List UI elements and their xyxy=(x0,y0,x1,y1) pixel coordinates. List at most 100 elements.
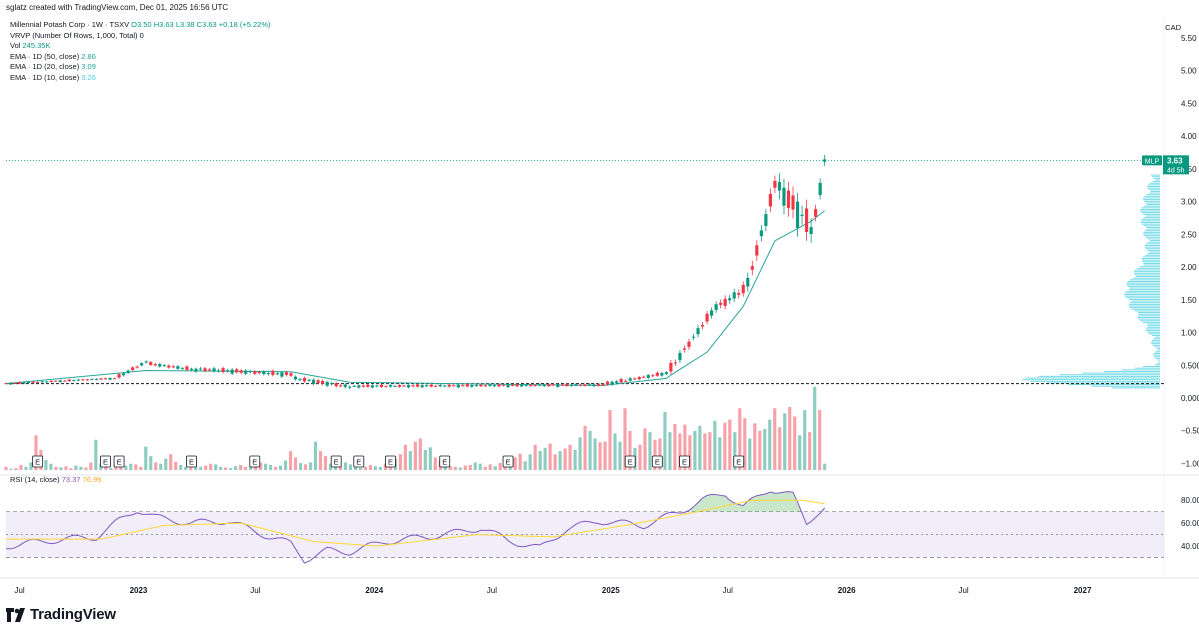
volume-bar xyxy=(189,467,193,470)
candle-body xyxy=(153,364,157,366)
rsi-overbought-fill xyxy=(707,494,712,512)
candle-body xyxy=(180,368,184,370)
ema10-value: 3.26 xyxy=(81,72,96,82)
vrvp-row xyxy=(1148,189,1160,191)
earnings-marker-label: E xyxy=(628,458,633,467)
volume-bar xyxy=(738,408,742,470)
volume-bar xyxy=(563,448,567,470)
vrvp-row xyxy=(1151,176,1160,178)
candle-body xyxy=(465,384,469,387)
candle-body xyxy=(678,352,682,361)
horizontal-line[interactable] xyxy=(6,159,1164,385)
volume-bar xyxy=(174,461,178,470)
volume-bar xyxy=(673,423,677,470)
vrvp-row xyxy=(1147,238,1160,240)
candle-body xyxy=(171,366,175,368)
volume-bar xyxy=(363,466,368,470)
volume-label: Vol xyxy=(10,41,21,50)
vrvp-row xyxy=(1022,379,1160,381)
candle-body xyxy=(768,193,772,207)
vrvp-row xyxy=(1138,312,1160,314)
candle-body xyxy=(207,369,212,371)
rsi-overbought-fill xyxy=(770,492,775,512)
candle-body xyxy=(700,325,705,327)
ema20-legend-row[interactable]: EMA · 1D (20, close) 3.09 xyxy=(10,62,271,73)
rsi-legend[interactable]: RSI (14, close) 73.37 76.99 xyxy=(10,475,101,484)
vrvp-row xyxy=(1142,261,1160,263)
candle-body xyxy=(719,302,723,305)
volume-bar xyxy=(548,443,552,470)
candle-body xyxy=(533,384,537,386)
vrvp-row xyxy=(1141,207,1160,209)
candle-body xyxy=(131,367,135,371)
vrvp-row xyxy=(1129,279,1160,281)
volume-legend-row[interactable]: Vol 245.35K xyxy=(10,41,271,52)
vrvp-row xyxy=(1157,348,1160,350)
vrvp-row xyxy=(1153,177,1160,179)
volume-bar xyxy=(538,451,542,470)
rsi-axis[interactable]: 80.00 60.00 40.00 xyxy=(1181,496,1199,551)
vrvp-row xyxy=(1140,222,1160,224)
vrvp-row xyxy=(1146,226,1160,228)
vrvp-legend-row[interactable]: VRVP (Number Of Rows, 1,000, Total) 0 xyxy=(10,31,271,42)
candle-body xyxy=(271,370,275,376)
candle-body xyxy=(814,209,818,217)
volume-bar xyxy=(618,441,622,470)
vrvp-row xyxy=(1151,343,1160,345)
price-axis[interactable]: 5.50 5.00 4.50 4.00 3.50 3.00 2.50 2.00 1.50 1.00… xyxy=(1181,34,1199,469)
candle-body xyxy=(94,378,99,380)
rsi-overbought-fill xyxy=(756,494,762,512)
volume-bar xyxy=(728,419,732,470)
candle-body xyxy=(162,365,166,367)
candle-body xyxy=(230,369,234,374)
candle-body xyxy=(651,375,655,377)
earnings-marker-label: E xyxy=(334,458,339,467)
candle-body xyxy=(578,384,583,386)
candle-body xyxy=(795,201,800,228)
vrvp-row xyxy=(1127,280,1160,282)
volume-bar xyxy=(523,461,527,470)
volume-bar xyxy=(348,464,353,470)
vrvp-row xyxy=(1149,333,1160,335)
candle-body xyxy=(366,384,370,387)
candle-body xyxy=(370,385,374,388)
candle-body xyxy=(22,382,26,384)
candle-body xyxy=(293,376,298,380)
vrvp-row xyxy=(1133,272,1160,274)
badge-symbol: MLP xyxy=(1145,158,1160,165)
candle-body xyxy=(284,372,289,375)
volume-bar xyxy=(224,467,228,470)
candle-body xyxy=(710,310,714,316)
candle-body xyxy=(4,383,8,385)
volume-bar xyxy=(463,465,467,470)
ema50-legend-row[interactable]: EMA · 1D (50, close) 2.86 xyxy=(10,52,271,63)
volume-bar xyxy=(323,456,328,470)
earnings-marker-label: E xyxy=(252,458,257,467)
grid-lines xyxy=(0,15,1199,579)
candle-body xyxy=(140,363,144,366)
time-axis[interactable]: Jul 2023 Jul 2024 Jul 2025 Jul 2026 Jul 2027 xyxy=(14,586,1091,595)
symbol-legend-row[interactable]: Millennial Potash Corp · 1W · TSXV O3.50… xyxy=(10,20,271,31)
ema10-legend-row[interactable]: EMA · 1D (10, close) 3.26 xyxy=(10,73,271,84)
price-tick-label: 2.00 xyxy=(1181,263,1197,272)
candle-body xyxy=(8,382,13,385)
candle-body xyxy=(592,384,596,387)
time-tick-label: 2027 xyxy=(1074,586,1092,595)
vrvp-row xyxy=(1136,267,1160,269)
candle-body xyxy=(551,384,555,386)
candle-body xyxy=(696,328,700,335)
candle-body xyxy=(348,386,352,388)
earnings-marker-box xyxy=(624,455,636,468)
volume-bar xyxy=(598,442,602,470)
vrvp-value: 0 xyxy=(139,30,144,40)
volume-bar xyxy=(84,467,88,470)
vrvp-row xyxy=(1156,362,1160,364)
volume-bar xyxy=(653,439,657,470)
tradingview-logo[interactable]: TradingView xyxy=(6,606,116,623)
volume-bar xyxy=(573,449,577,470)
ema50-label: EMA · 1D (50, close) xyxy=(10,51,80,61)
main-legend: Millennial Potash Corp · 1W · TSXV O3.50… xyxy=(10,20,271,83)
candle-body xyxy=(773,180,777,188)
vrvp-row xyxy=(1138,318,1160,320)
